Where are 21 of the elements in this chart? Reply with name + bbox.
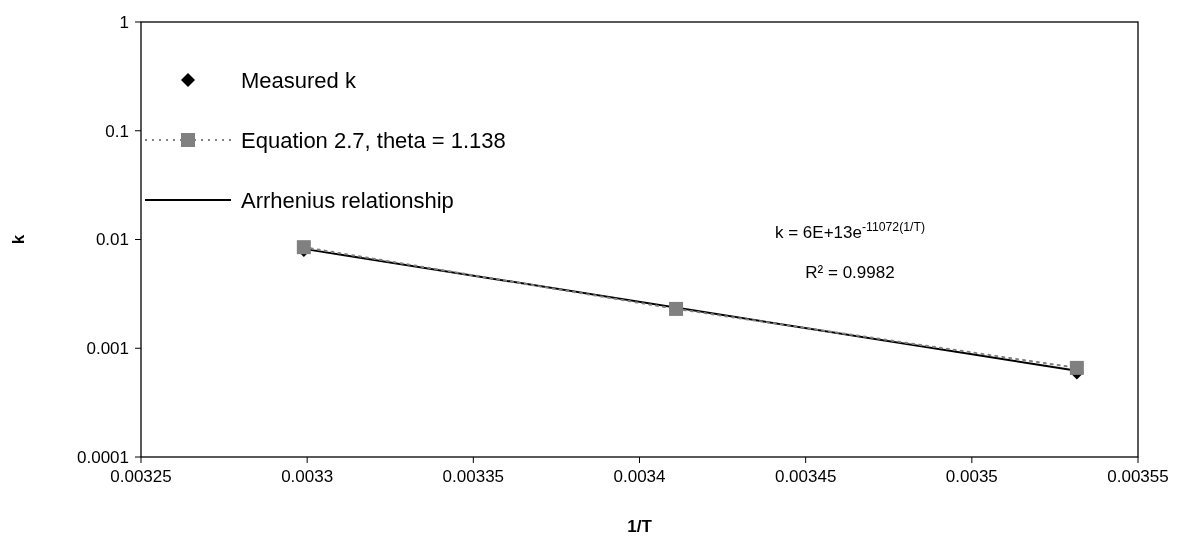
x-tick-label: 0.0034 xyxy=(613,467,666,486)
x-tick-label: 0.00345 xyxy=(774,467,837,486)
y-axis-title: k xyxy=(9,234,28,245)
x-tick-label: 0.00355 xyxy=(1107,467,1169,486)
y-tick-label: 0.001 xyxy=(86,339,129,359)
annotation: R² = 0.9982 xyxy=(805,263,895,282)
x-axis-title: 1/T xyxy=(627,517,653,536)
x-tick-label: 0.00325 xyxy=(110,467,172,486)
y-tick-label: 0.0001 xyxy=(77,447,129,467)
point xyxy=(1069,360,1084,375)
legend-label: Arrhenius relationship xyxy=(241,187,454,213)
y-tick-label: 0.1 xyxy=(105,121,129,141)
legend-label: Equation 2.7, theta = 1.138 xyxy=(241,127,506,153)
point xyxy=(669,301,684,316)
y-tick-label: 1 xyxy=(119,12,129,32)
x-tick-label: 0.00335 xyxy=(442,467,505,486)
annotation: k = 6E+13e$^{-11072(1/T)}$ xyxy=(775,220,925,242)
x-tick-label: 0.0033 xyxy=(281,467,334,486)
y-tick-label: 0.01 xyxy=(95,230,129,250)
x-tick-label: 0.0035 xyxy=(945,467,998,486)
legend-label: Measured k xyxy=(241,67,357,93)
